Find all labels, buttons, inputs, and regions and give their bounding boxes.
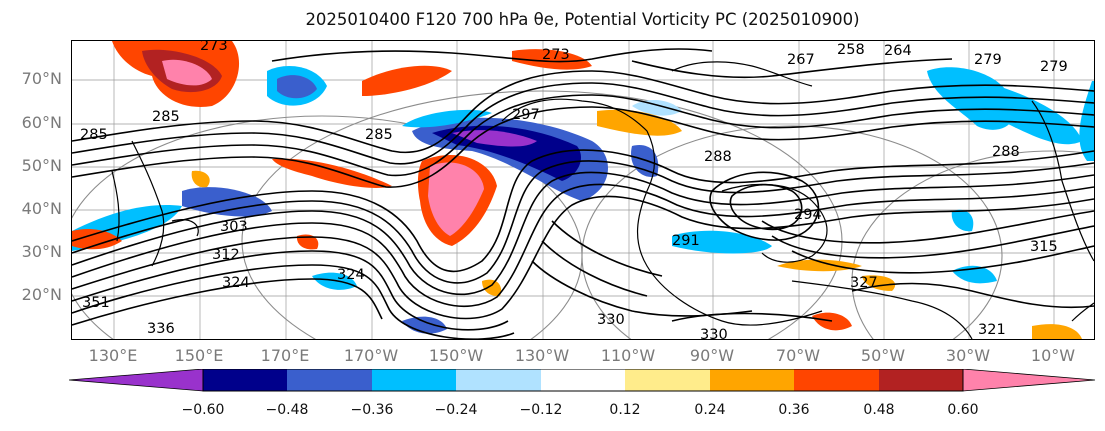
colorbar: [69, 369, 1096, 392]
contour-label: 264: [884, 43, 912, 59]
lon-label-170w: 170°W: [343, 346, 399, 365]
theta-e-contours: [72, 48, 1094, 339]
lat-label-40n: 40°N: [21, 199, 62, 218]
lon-label-90w: 90°W: [689, 346, 735, 365]
contour-label: 285: [152, 109, 180, 125]
contour-label: 288: [704, 149, 732, 165]
contour-label: 291: [672, 233, 700, 249]
map-panel: 273 258 267 264 279 285 297 285 273 285 …: [71, 40, 1095, 340]
colorbar-tick: 0.48: [863, 402, 895, 418]
lon-label-130e: 130°E: [88, 346, 138, 365]
lon-label-110w: 110°W: [600, 346, 656, 365]
contour-label: 267: [787, 52, 815, 68]
projection-arcs: [72, 90, 1094, 339]
colorbar-tick: 0.36: [778, 402, 810, 418]
colorbar-tick: −0.48: [265, 402, 309, 418]
lon-label-130w: 130°W: [514, 346, 570, 365]
contour-label: 330: [700, 327, 728, 339]
lon-label-10w: 10°W: [1030, 346, 1076, 365]
colorbar-segment: [541, 369, 625, 391]
colorbar-segment: [962, 369, 1096, 392]
lon-label-50w: 50°W: [860, 346, 906, 365]
colorbar-tick: −0.60: [181, 402, 225, 418]
contour-label: 330: [597, 312, 625, 328]
lat-label-20n: 20°N: [21, 285, 62, 304]
colorbar-tick: −0.24: [434, 402, 478, 418]
colorbar-tick: −0.36: [350, 402, 394, 418]
contour-label: 288: [992, 144, 1020, 160]
colorbar-outline: [202, 369, 964, 392]
contour-label: 321: [978, 322, 1006, 338]
contour-label: 327: [850, 275, 878, 291]
lon-label-30w: 30°W: [945, 346, 991, 365]
lon-label-150e: 150°E: [174, 346, 224, 365]
contour-label: 315: [1030, 239, 1058, 255]
contour-label: 273: [542, 47, 570, 63]
contour-label: 279: [1040, 59, 1068, 75]
pv-positive-anomalies: [72, 41, 1082, 339]
contour-label: 312: [212, 247, 240, 263]
lon-label-70w: 70°W: [775, 346, 821, 365]
colorbar-segment: [287, 369, 372, 391]
contour-labels: 273 258 267 264 279 285 297 285 273 285 …: [80, 41, 1068, 339]
contour-label: 297: [512, 107, 540, 123]
colorbar-segment: [879, 369, 963, 391]
colorbar-tick: 0.24: [694, 402, 726, 418]
contour-label: 273: [200, 41, 228, 54]
colorbar-segment: [794, 369, 879, 391]
contour-label: 351: [82, 295, 110, 311]
contour-label: 324: [222, 275, 250, 291]
colorbar-segment: [372, 369, 456, 391]
map-canvas: 273 258 267 264 279 285 297 285 273 285 …: [72, 41, 1094, 339]
lat-label-70n: 70°N: [21, 69, 62, 88]
colorbar-tick: 0.60: [947, 402, 979, 418]
colorbar-tick: −0.12: [519, 402, 563, 418]
plot-title: 2025010400 F120 700 hPa θe, Potential Vo…: [305, 10, 860, 29]
lon-label-170e: 170°E: [260, 346, 310, 365]
colorbar-segment: [710, 369, 794, 391]
colorbar-segment: [203, 369, 287, 391]
colorbar-segment: [456, 369, 541, 391]
coastlines: [111, 61, 1094, 339]
contour-label: 303: [220, 219, 248, 235]
lat-label-60n: 60°N: [21, 113, 62, 132]
contour-label: 285: [365, 127, 393, 143]
lat-label-30n: 30°N: [21, 242, 62, 261]
contour-label: 258: [837, 42, 865, 58]
contour-label: 324: [337, 267, 365, 283]
lat-label-50n: 50°N: [21, 156, 62, 175]
contour-label: 336: [147, 321, 175, 337]
colorbar-segment: [69, 369, 204, 392]
contour-label: 294: [794, 207, 822, 223]
contour-label: 285: [80, 127, 108, 143]
colorbar-tick: 0.12: [609, 402, 641, 418]
colorbar-segment: [625, 369, 710, 391]
lon-label-150w: 150°W: [428, 346, 484, 365]
contour-label: 279: [974, 52, 1002, 68]
